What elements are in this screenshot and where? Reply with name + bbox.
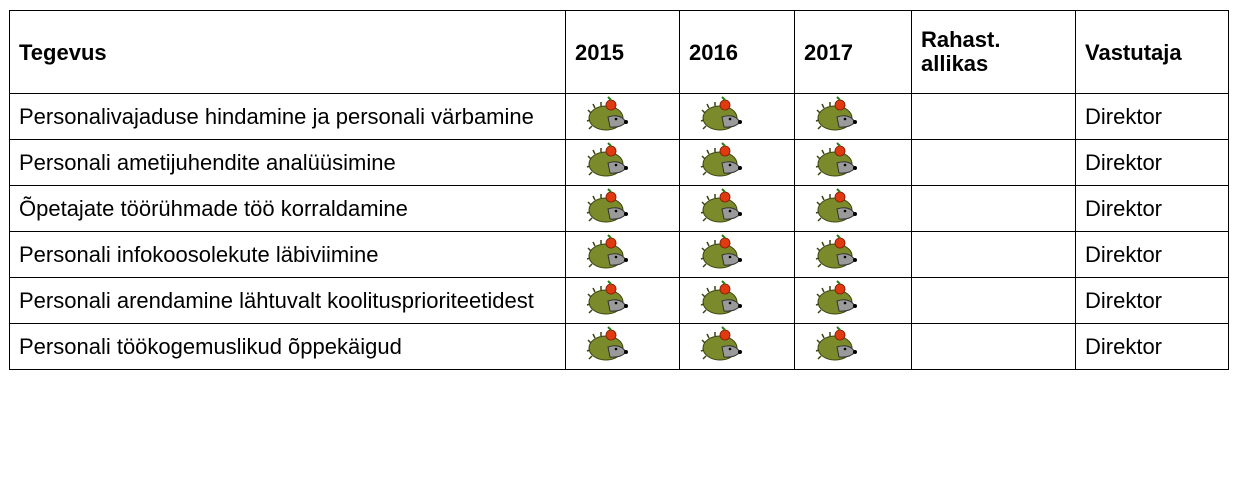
hedgehog-icon [700, 233, 744, 271]
icon-cell [680, 186, 795, 232]
activity-cell: Õpetajate töörühmade töö korraldamine [10, 186, 566, 232]
icon-cell [566, 324, 680, 370]
funding-cell [912, 232, 1076, 278]
hedgehog-icon [700, 279, 744, 317]
hedgehog-icon [586, 325, 630, 363]
header-cell: Rahast. allikas [912, 11, 1076, 94]
icon-cell [680, 232, 795, 278]
icon-cell [566, 140, 680, 186]
funding-cell [912, 278, 1076, 324]
hedgehog-icon [586, 95, 630, 133]
funding-cell [912, 140, 1076, 186]
icon-cell [680, 324, 795, 370]
icon-cell [795, 140, 912, 186]
hedgehog-icon [815, 187, 859, 225]
header-cell: 2015 [566, 11, 680, 94]
activity-cell: Personali ametijuhendite analüüsimine [10, 140, 566, 186]
icon-cell [795, 94, 912, 140]
icon-cell [680, 140, 795, 186]
header-cell: Vastutaja [1076, 11, 1229, 94]
icon-cell [795, 186, 912, 232]
icon-cell [680, 94, 795, 140]
activity-cell: Personali arendamine lähtuvalt koolitusp… [10, 278, 566, 324]
hedgehog-icon [815, 233, 859, 271]
table-row: Personali infokoosolekute läbiviimine Di… [10, 232, 1229, 278]
table-row: Personali arendamine lähtuvalt koolitusp… [10, 278, 1229, 324]
hedgehog-icon [700, 95, 744, 133]
activity-cell: Personali töökogemuslikud õppekäigud [10, 324, 566, 370]
header-cell: 2017 [795, 11, 912, 94]
funding-cell [912, 94, 1076, 140]
icon-cell [795, 324, 912, 370]
hedgehog-icon [815, 141, 859, 179]
icon-cell [566, 278, 680, 324]
hedgehog-icon [700, 325, 744, 363]
responsible-cell: Direktor [1076, 324, 1229, 370]
responsible-cell: Direktor [1076, 140, 1229, 186]
table-row: Personalivajaduse hindamine ja personali… [10, 94, 1229, 140]
activity-cell: Personalivajaduse hindamine ja personali… [10, 94, 566, 140]
hedgehog-icon [586, 141, 630, 179]
icon-cell [680, 278, 795, 324]
table-row: Personali töökogemuslikud õppekäigud Dir… [10, 324, 1229, 370]
hedgehog-icon [586, 187, 630, 225]
icon-cell [566, 186, 680, 232]
icon-cell [795, 232, 912, 278]
icon-cell [566, 94, 680, 140]
hedgehog-icon [586, 233, 630, 271]
hedgehog-icon [815, 279, 859, 317]
hedgehog-icon [700, 187, 744, 225]
icon-cell [795, 278, 912, 324]
hedgehog-icon [815, 95, 859, 133]
responsible-cell: Direktor [1076, 278, 1229, 324]
header-cell: Tegevus [10, 11, 566, 94]
table-row: Personali ametijuhendite analüüsimine Di… [10, 140, 1229, 186]
hedgehog-icon [700, 141, 744, 179]
header-cell: 2016 [680, 11, 795, 94]
page: Tegevus201520162017Rahast. allikasVastut… [0, 0, 1238, 486]
responsible-cell: Direktor [1076, 186, 1229, 232]
responsible-cell: Direktor [1076, 232, 1229, 278]
funding-cell [912, 324, 1076, 370]
table-row: Õpetajate töörühmade töö korraldamine Di… [10, 186, 1229, 232]
funding-cell [912, 186, 1076, 232]
responsible-cell: Direktor [1076, 94, 1229, 140]
activity-cell: Personali infokoosolekute läbiviimine [10, 232, 566, 278]
hedgehog-icon [815, 325, 859, 363]
icon-cell [566, 232, 680, 278]
hedgehog-icon [586, 279, 630, 317]
